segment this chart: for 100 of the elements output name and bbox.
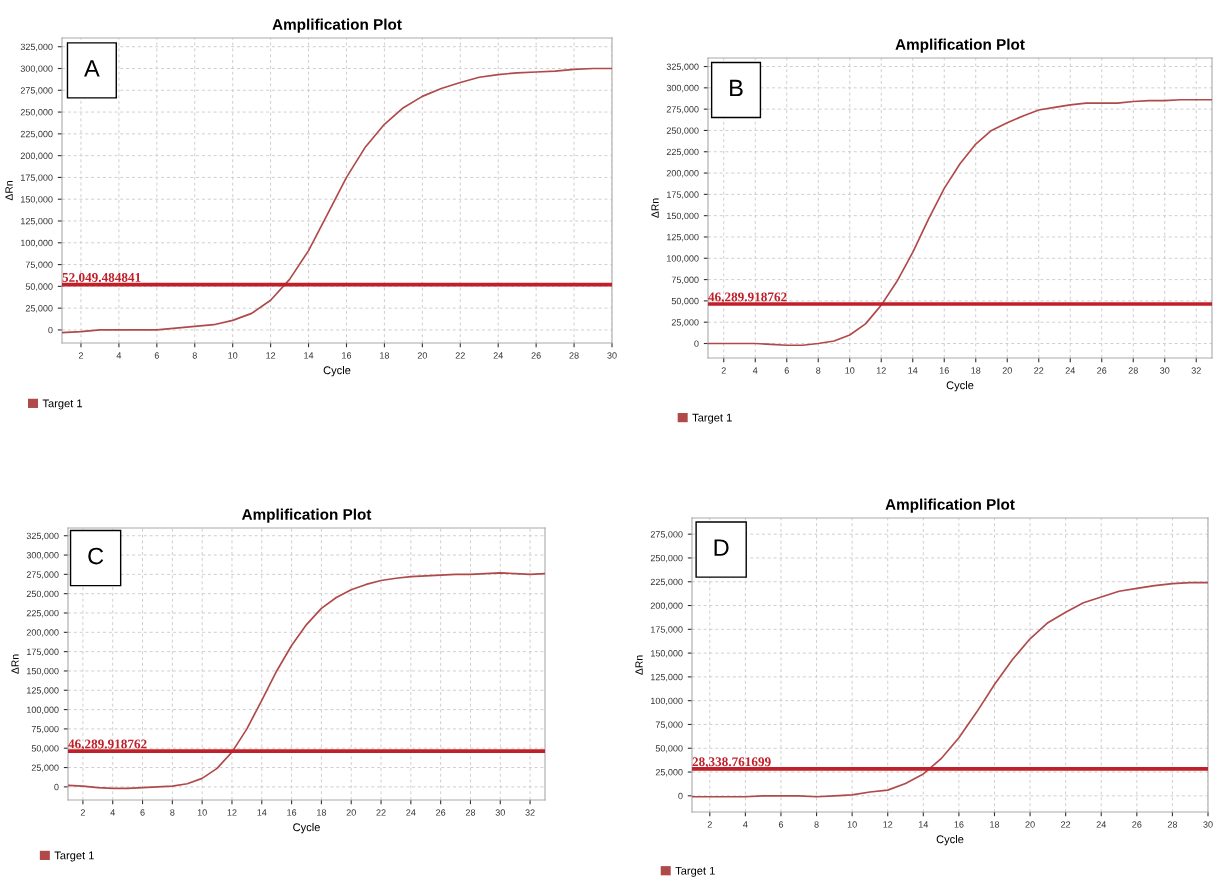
x-tick-label: 28 xyxy=(569,352,579,359)
y-tick-label: 175,000 xyxy=(667,191,699,199)
chart-title: Amplification Plot xyxy=(895,38,1025,53)
x-tick-label: 16 xyxy=(287,809,297,816)
y-tick-label: 175,000 xyxy=(27,648,59,657)
x-tick-label: 2 xyxy=(80,809,85,816)
ref-line-label: 52,049.484841 xyxy=(62,272,141,284)
x-tick-label: 26 xyxy=(436,809,446,816)
x-tick-label: 12 xyxy=(876,367,886,374)
x-tick-label: 16 xyxy=(342,352,352,359)
y-tick-label: 175,000 xyxy=(651,626,683,634)
x-tick-label: 10 xyxy=(197,809,207,816)
y-tick-label: 300,000 xyxy=(20,65,53,73)
legend-label: Target 1 xyxy=(692,413,732,424)
x-tick-label: 20 xyxy=(417,352,428,359)
y-tick-label: 125,000 xyxy=(21,217,53,226)
y-tick-label: 325,000 xyxy=(20,43,53,52)
y-tick-label: 300,000 xyxy=(666,84,699,93)
x-tick-label: 30 xyxy=(607,352,617,359)
x-tick-label: 18 xyxy=(971,367,981,374)
y-tick-label: 275,000 xyxy=(666,106,699,114)
x-tick-label: 10 xyxy=(228,352,238,359)
y-tick-label: 150,000 xyxy=(27,667,59,676)
x-tick-label: 8 xyxy=(814,821,819,828)
x-tick-label: 6 xyxy=(784,367,789,374)
y-tick-label: 75,000 xyxy=(31,725,59,734)
x-tick-label: 32 xyxy=(1191,367,1201,374)
ref-line-label: 46,289.918762 xyxy=(708,292,787,304)
y-tick-label: 275,000 xyxy=(650,531,683,539)
y-tick-label: 225,000 xyxy=(666,148,699,157)
y-tick-label: 125,000 xyxy=(27,687,59,695)
x-tick-label: 8 xyxy=(170,809,175,816)
x-tick-label: 6 xyxy=(154,352,159,359)
y-tick-label: 50,000 xyxy=(671,297,699,306)
x-axis-title: Cycle xyxy=(936,835,964,846)
y-tick-label: 75,000 xyxy=(671,276,699,285)
y-tick-label: 25,000 xyxy=(31,764,59,772)
y-tick-label: 300,000 xyxy=(26,552,59,560)
x-tick-label: 30 xyxy=(495,809,505,816)
x-tick-label: 10 xyxy=(845,367,855,374)
y-tick-label: 100,000 xyxy=(651,697,683,706)
y-tick-label: 25,000 xyxy=(25,305,53,313)
x-tick-label: 12 xyxy=(266,352,276,359)
y-axis-title: ΔRn xyxy=(5,181,13,201)
x-tick-label: 16 xyxy=(954,821,964,828)
y-tick-label: 50,000 xyxy=(655,745,683,753)
y-tick-label: 50,000 xyxy=(25,283,53,291)
annotation: B xyxy=(730,79,743,97)
x-tick-label: 20 xyxy=(346,809,356,816)
y-tick-label: 225,000 xyxy=(26,609,59,618)
y-tick-label: 150,000 xyxy=(667,212,699,221)
x-tick-label: 2 xyxy=(721,367,726,374)
x-tick-label: 4 xyxy=(743,821,748,828)
line-series xyxy=(692,581,1208,798)
x-tick-label: 2 xyxy=(707,821,712,828)
y-tick-label: 0 xyxy=(54,783,59,791)
x-tick-label: 30 xyxy=(1160,367,1170,374)
ref-line-label: 46,289.918762 xyxy=(68,739,147,751)
x-tick-label: 14 xyxy=(918,821,929,828)
legend-label: Target 1 xyxy=(42,399,83,410)
y-tick-label: 100,000 xyxy=(21,239,53,248)
y-tick-label: 125,000 xyxy=(651,673,683,682)
x-tick-label: 8 xyxy=(192,352,197,359)
y-tick-label: 275,000 xyxy=(26,571,59,579)
x-tick-label: 28 xyxy=(465,809,476,816)
x-tick-label: 4 xyxy=(110,809,115,816)
annotation: A xyxy=(84,60,100,77)
y-tick-label: 150,000 xyxy=(21,196,53,204)
annotation: C xyxy=(88,547,104,565)
x-tick-label: 4 xyxy=(752,367,758,374)
y-tick-label: 125,000 xyxy=(667,233,699,242)
y-tick-label: 200,000 xyxy=(26,629,59,637)
y-tick-label: 150,000 xyxy=(651,650,683,658)
y-tick-label: 250,000 xyxy=(20,109,53,117)
y-tick-label: 225,000 xyxy=(650,578,683,587)
y-tick-label: 50,000 xyxy=(31,745,59,753)
x-tick-label: 20 xyxy=(1025,821,1035,828)
chart-title: Amplification Plot xyxy=(885,498,1015,513)
x-tick-label: 4 xyxy=(116,352,122,359)
y-tick-label: 100,000 xyxy=(667,255,699,263)
x-tick-label: 22 xyxy=(455,352,465,359)
x-tick-label: 12 xyxy=(227,809,237,816)
x-axis-title: Cycle xyxy=(946,381,974,392)
y-tick-label: 250,000 xyxy=(650,554,683,563)
y-tick-label: 200,000 xyxy=(650,602,683,610)
x-tick-label: 6 xyxy=(140,809,145,816)
chart-title: Amplification Plot xyxy=(272,18,402,33)
x-tick-label: 18 xyxy=(317,809,327,816)
x-axis-title: Cycle xyxy=(323,366,351,377)
y-axis-title: ΔRn xyxy=(651,198,659,218)
y-tick-label: 225,000 xyxy=(20,130,53,139)
line-series xyxy=(68,571,545,790)
y-tick-label: 0 xyxy=(694,340,699,347)
x-tick-label: 6 xyxy=(778,821,784,828)
y-tick-label: 275,000 xyxy=(20,87,53,95)
x-axis-title: Cycle xyxy=(293,823,320,834)
y-axis-title: ΔRn xyxy=(635,655,643,675)
x-tick-label: 14 xyxy=(908,367,918,374)
x-tick-label: 16 xyxy=(939,367,949,374)
x-tick-label: 18 xyxy=(380,352,390,359)
